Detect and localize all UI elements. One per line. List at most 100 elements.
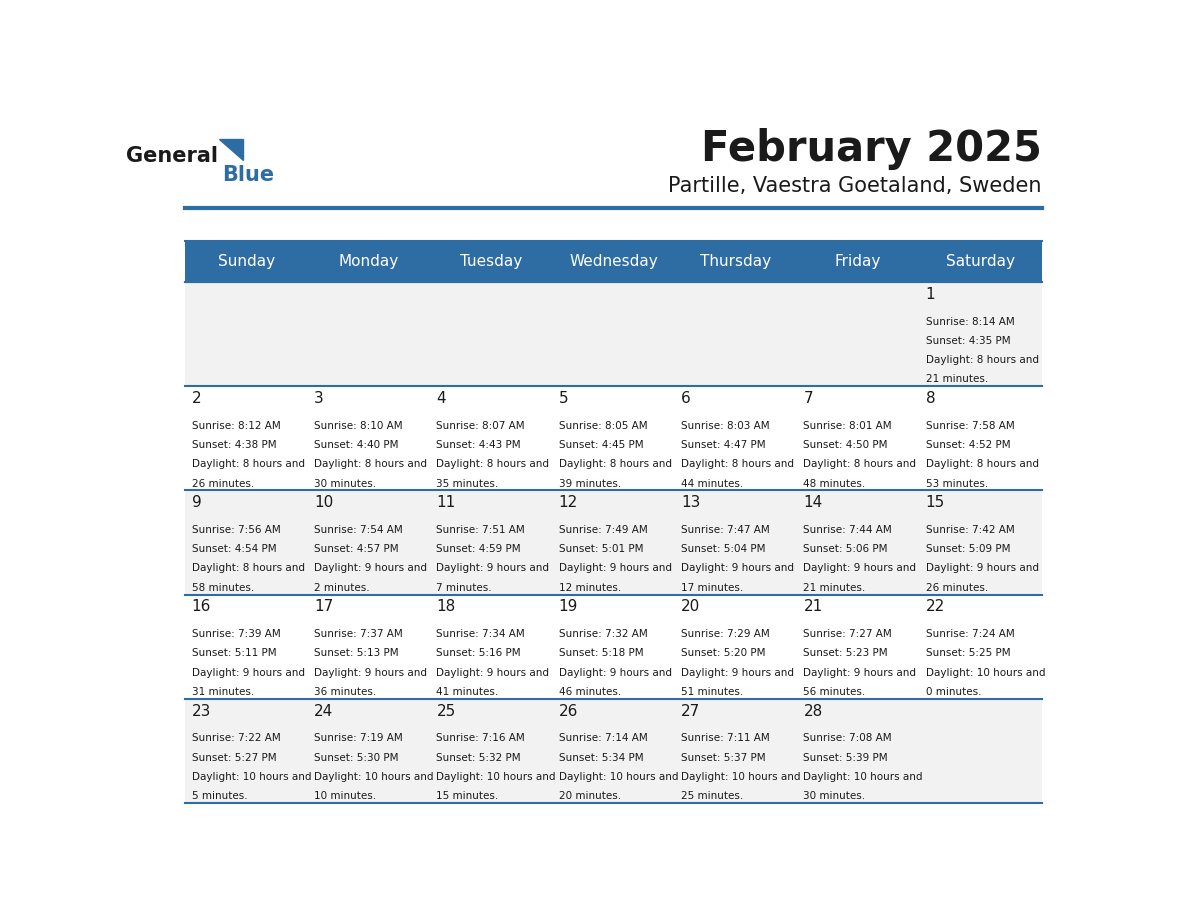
- Text: Daylight: 8 hours and: Daylight: 8 hours and: [191, 564, 305, 574]
- Text: Sunset: 5:23 PM: Sunset: 5:23 PM: [803, 648, 887, 658]
- Text: Daylight: 10 hours and: Daylight: 10 hours and: [681, 772, 801, 782]
- Text: Daylight: 9 hours and: Daylight: 9 hours and: [314, 564, 428, 574]
- Bar: [185, 386, 308, 490]
- Text: General: General: [126, 146, 217, 166]
- Text: Sunset: 5:16 PM: Sunset: 5:16 PM: [436, 648, 522, 658]
- Text: Sunset: 5:04 PM: Sunset: 5:04 PM: [681, 544, 765, 554]
- Bar: [675, 241, 797, 282]
- Text: Sunrise: 7:22 AM: Sunrise: 7:22 AM: [191, 733, 280, 744]
- Text: Sunset: 5:30 PM: Sunset: 5:30 PM: [314, 753, 399, 763]
- Text: Sunset: 5:32 PM: Sunset: 5:32 PM: [436, 753, 522, 763]
- Bar: [920, 699, 1042, 803]
- Text: 7: 7: [803, 391, 813, 406]
- Text: Sunrise: 7:19 AM: Sunrise: 7:19 AM: [314, 733, 403, 744]
- Text: Daylight: 8 hours and: Daylight: 8 hours and: [436, 459, 549, 469]
- Text: Sunrise: 8:01 AM: Sunrise: 8:01 AM: [803, 420, 892, 431]
- Bar: [185, 699, 308, 803]
- Bar: [185, 282, 308, 386]
- Text: Daylight: 9 hours and: Daylight: 9 hours and: [558, 667, 671, 677]
- Text: Sunrise: 7:34 AM: Sunrise: 7:34 AM: [436, 629, 525, 639]
- Bar: [185, 490, 308, 595]
- Bar: [430, 386, 552, 490]
- Text: 25 minutes.: 25 minutes.: [681, 791, 744, 801]
- Text: 10: 10: [314, 495, 334, 510]
- Text: Daylight: 9 hours and: Daylight: 9 hours and: [558, 564, 671, 574]
- Bar: [797, 241, 920, 282]
- Bar: [552, 241, 675, 282]
- Text: Sunrise: 7:54 AM: Sunrise: 7:54 AM: [314, 525, 403, 535]
- Text: Sunrise: 7:08 AM: Sunrise: 7:08 AM: [803, 733, 892, 744]
- Text: 44 minutes.: 44 minutes.: [681, 478, 744, 488]
- Text: Sunset: 5:13 PM: Sunset: 5:13 PM: [314, 648, 399, 658]
- Text: Sunset: 4:47 PM: Sunset: 4:47 PM: [681, 440, 766, 450]
- Text: 1: 1: [925, 286, 935, 302]
- Text: 12: 12: [558, 495, 579, 510]
- Text: Sunset: 5:11 PM: Sunset: 5:11 PM: [191, 648, 277, 658]
- Text: 26: 26: [558, 703, 579, 719]
- Bar: [552, 699, 675, 803]
- Bar: [308, 699, 430, 803]
- Bar: [920, 241, 1042, 282]
- Text: 15: 15: [925, 495, 944, 510]
- Text: 46 minutes.: 46 minutes.: [558, 687, 621, 697]
- Text: Daylight: 8 hours and: Daylight: 8 hours and: [925, 459, 1038, 469]
- Text: Sunrise: 7:24 AM: Sunrise: 7:24 AM: [925, 629, 1015, 639]
- Bar: [552, 386, 675, 490]
- Bar: [675, 699, 797, 803]
- Bar: [185, 595, 308, 699]
- Text: Daylight: 9 hours and: Daylight: 9 hours and: [681, 667, 794, 677]
- Text: Sunrise: 8:10 AM: Sunrise: 8:10 AM: [314, 420, 403, 431]
- Text: Sunset: 4:54 PM: Sunset: 4:54 PM: [191, 544, 277, 554]
- Text: 25: 25: [436, 703, 456, 719]
- Bar: [552, 282, 675, 386]
- Text: Sunrise: 8:05 AM: Sunrise: 8:05 AM: [558, 420, 647, 431]
- Bar: [797, 699, 920, 803]
- Text: 35 minutes.: 35 minutes.: [436, 478, 499, 488]
- Text: Daylight: 10 hours and: Daylight: 10 hours and: [803, 772, 923, 782]
- Text: Sunset: 5:09 PM: Sunset: 5:09 PM: [925, 544, 1010, 554]
- Text: 21: 21: [803, 599, 822, 614]
- Text: Sunset: 4:35 PM: Sunset: 4:35 PM: [925, 336, 1010, 346]
- Bar: [185, 241, 308, 282]
- Text: Sunset: 5:20 PM: Sunset: 5:20 PM: [681, 648, 765, 658]
- Text: Monday: Monday: [339, 254, 399, 269]
- Text: 39 minutes.: 39 minutes.: [558, 478, 621, 488]
- Bar: [308, 282, 430, 386]
- Text: Sunrise: 7:29 AM: Sunrise: 7:29 AM: [681, 629, 770, 639]
- Text: Daylight: 10 hours and: Daylight: 10 hours and: [436, 772, 556, 782]
- Text: Sunset: 4:38 PM: Sunset: 4:38 PM: [191, 440, 277, 450]
- Text: 6: 6: [681, 391, 690, 406]
- Bar: [430, 241, 552, 282]
- Text: Daylight: 8 hours and: Daylight: 8 hours and: [314, 459, 428, 469]
- Text: Sunset: 4:40 PM: Sunset: 4:40 PM: [314, 440, 399, 450]
- Text: Friday: Friday: [835, 254, 881, 269]
- Bar: [430, 282, 552, 386]
- Text: Tuesday: Tuesday: [460, 254, 523, 269]
- Text: 12 minutes.: 12 minutes.: [558, 583, 621, 593]
- Text: Daylight: 8 hours and: Daylight: 8 hours and: [558, 459, 671, 469]
- Text: Daylight: 9 hours and: Daylight: 9 hours and: [925, 564, 1038, 574]
- Text: 27: 27: [681, 703, 700, 719]
- Text: 7 minutes.: 7 minutes.: [436, 583, 492, 593]
- Bar: [430, 595, 552, 699]
- Bar: [675, 386, 797, 490]
- Text: Sunrise: 8:07 AM: Sunrise: 8:07 AM: [436, 420, 525, 431]
- Text: Sunset: 5:25 PM: Sunset: 5:25 PM: [925, 648, 1010, 658]
- Text: Thursday: Thursday: [700, 254, 771, 269]
- Text: February 2025: February 2025: [701, 128, 1042, 170]
- Text: 17 minutes.: 17 minutes.: [681, 583, 744, 593]
- Text: 19: 19: [558, 599, 579, 614]
- Bar: [308, 241, 430, 282]
- Text: 2: 2: [191, 391, 202, 406]
- Text: Sunday: Sunday: [217, 254, 276, 269]
- Text: 58 minutes.: 58 minutes.: [191, 583, 254, 593]
- Text: 31 minutes.: 31 minutes.: [191, 687, 254, 697]
- Text: Sunrise: 7:16 AM: Sunrise: 7:16 AM: [436, 733, 525, 744]
- Text: 21 minutes.: 21 minutes.: [803, 583, 866, 593]
- Text: 20 minutes.: 20 minutes.: [558, 791, 621, 801]
- Bar: [797, 282, 920, 386]
- Text: Sunrise: 8:14 AM: Sunrise: 8:14 AM: [925, 317, 1015, 327]
- Bar: [430, 490, 552, 595]
- Bar: [920, 490, 1042, 595]
- Text: Daylight: 9 hours and: Daylight: 9 hours and: [681, 564, 794, 574]
